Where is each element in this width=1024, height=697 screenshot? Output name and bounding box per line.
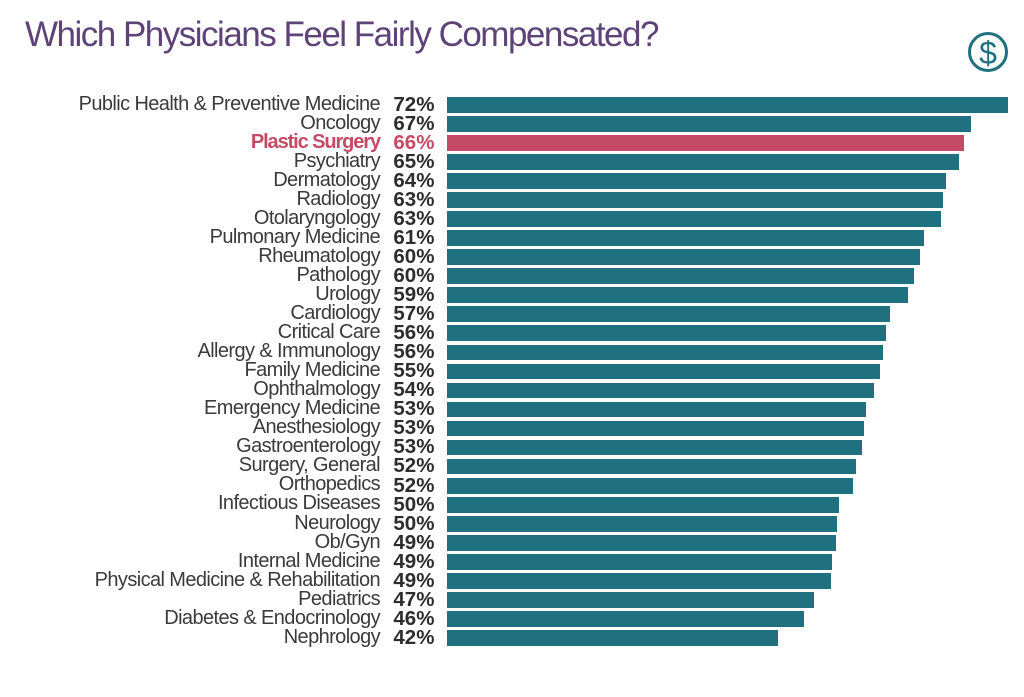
svg-text:$: $ [979,35,997,71]
